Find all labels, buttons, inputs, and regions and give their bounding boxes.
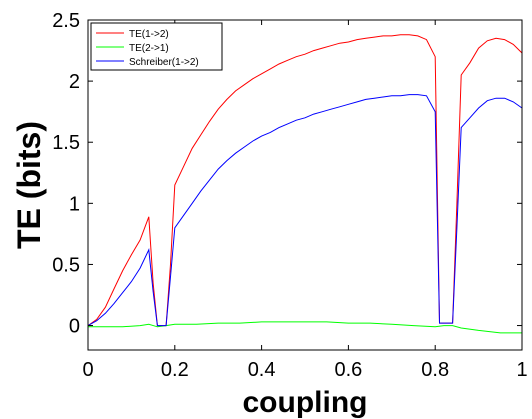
legend-label: TE(2->1) bbox=[129, 43, 169, 54]
ticks-layer: 0 0.2 0.4 0.6 0.8 1 0 0.5 1 1.5 2 2.5 bbox=[52, 10, 527, 381]
series-line-2 bbox=[88, 321, 522, 334]
y-tick-label: 0.5 bbox=[52, 254, 80, 276]
y-axis-label: TE (bits) bbox=[11, 121, 47, 249]
x-tick-label: 0.4 bbox=[248, 359, 276, 381]
plot-area bbox=[88, 20, 522, 350]
legend-label: TE(1->2) bbox=[129, 29, 169, 40]
y-tick-label: 1.5 bbox=[52, 132, 80, 154]
series-layer bbox=[87, 34, 523, 334]
x-tick-label: 0.6 bbox=[334, 359, 362, 381]
y-tick-label: 0 bbox=[69, 316, 80, 338]
axes-box bbox=[87, 19, 523, 351]
x-tick-label: 0.2 bbox=[161, 359, 189, 381]
x-axis-label: coupling bbox=[243, 386, 368, 419]
x-tick-label: 0.8 bbox=[421, 359, 449, 381]
series-line-3 bbox=[87, 94, 523, 327]
y-tick-label: 1 bbox=[69, 193, 80, 215]
y-tick-label: 2.5 bbox=[52, 10, 80, 32]
y-tick-label: 2 bbox=[69, 71, 80, 93]
x-tick-label: 1 bbox=[516, 359, 527, 381]
legend: TE(1->2) TE(2->1) Schreiber(1->2) bbox=[90, 22, 223, 71]
x-tick-label: 0 bbox=[82, 359, 93, 381]
legend-label: Schreiber(1->2) bbox=[129, 57, 199, 68]
